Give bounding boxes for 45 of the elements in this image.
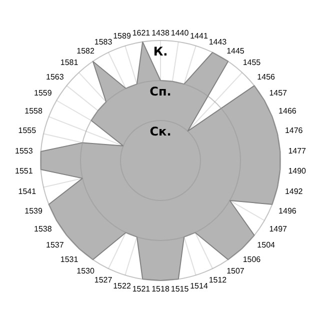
spoke-label: 1443 bbox=[208, 38, 228, 47]
spoke-label: 1563 bbox=[46, 72, 64, 82]
spoke-label: 1582 bbox=[76, 46, 95, 56]
y-tick-label: К. bbox=[153, 44, 168, 58]
spoke-label: 1518 bbox=[152, 284, 170, 294]
spoke-label: 1455 bbox=[242, 58, 262, 68]
spoke-label: 1441 bbox=[190, 32, 208, 41]
spoke-label: 1490 bbox=[288, 166, 307, 176]
spoke-label: 1466 bbox=[278, 106, 297, 116]
spoke-label: 1496 bbox=[278, 206, 297, 216]
spoke-label: 1514 bbox=[190, 281, 208, 290]
spoke-label: 1507 bbox=[226, 266, 245, 276]
spoke-label: 1551 bbox=[15, 166, 34, 176]
spoke-label: 1477 bbox=[288, 146, 307, 156]
spoke-label: 1581 bbox=[60, 58, 79, 68]
spoke-label: 1504 bbox=[257, 240, 276, 250]
spoke-label: 1492 bbox=[284, 186, 304, 196]
spoke-label: 1541 bbox=[18, 186, 37, 196]
spoke-label: 1583 bbox=[94, 38, 113, 47]
spoke-label: 1527 bbox=[94, 275, 113, 284]
spoke-label: 1531 bbox=[60, 254, 79, 264]
spoke-label: 1506 bbox=[242, 254, 262, 264]
spoke-label: 1438 bbox=[152, 28, 170, 38]
spoke-label: 1497 bbox=[269, 224, 288, 234]
spoke-label: 1537 bbox=[46, 240, 64, 250]
spoke-label: 1440 bbox=[170, 28, 190, 38]
y-tick-label: Ск. bbox=[150, 124, 172, 138]
spoke-label: 1512 bbox=[208, 275, 228, 284]
spoke-label: 1589 bbox=[113, 32, 132, 41]
spoke-label: 1621 bbox=[132, 28, 151, 38]
spoke-label: 1445 bbox=[226, 46, 245, 56]
spoke-label: 1456 bbox=[257, 72, 276, 82]
spoke-label: 1476 bbox=[284, 126, 304, 136]
spoke-label: 1539 bbox=[24, 206, 43, 216]
spoke-label: 1457 bbox=[269, 88, 288, 98]
spoke-label: 1555 bbox=[18, 126, 37, 136]
spoke-label: 1538 bbox=[34, 224, 52, 234]
spoke-label: 1559 bbox=[34, 88, 52, 98]
spoke-label: 1553 bbox=[15, 146, 34, 156]
spoke-label: 1558 bbox=[24, 106, 43, 116]
y-tick-label: Сп. bbox=[150, 84, 172, 98]
spoke-label: 1530 bbox=[76, 266, 95, 276]
spoke-label: 1522 bbox=[113, 281, 132, 290]
spoke-label: 1521 bbox=[132, 284, 151, 294]
spoke-label: 1515 bbox=[170, 284, 190, 294]
